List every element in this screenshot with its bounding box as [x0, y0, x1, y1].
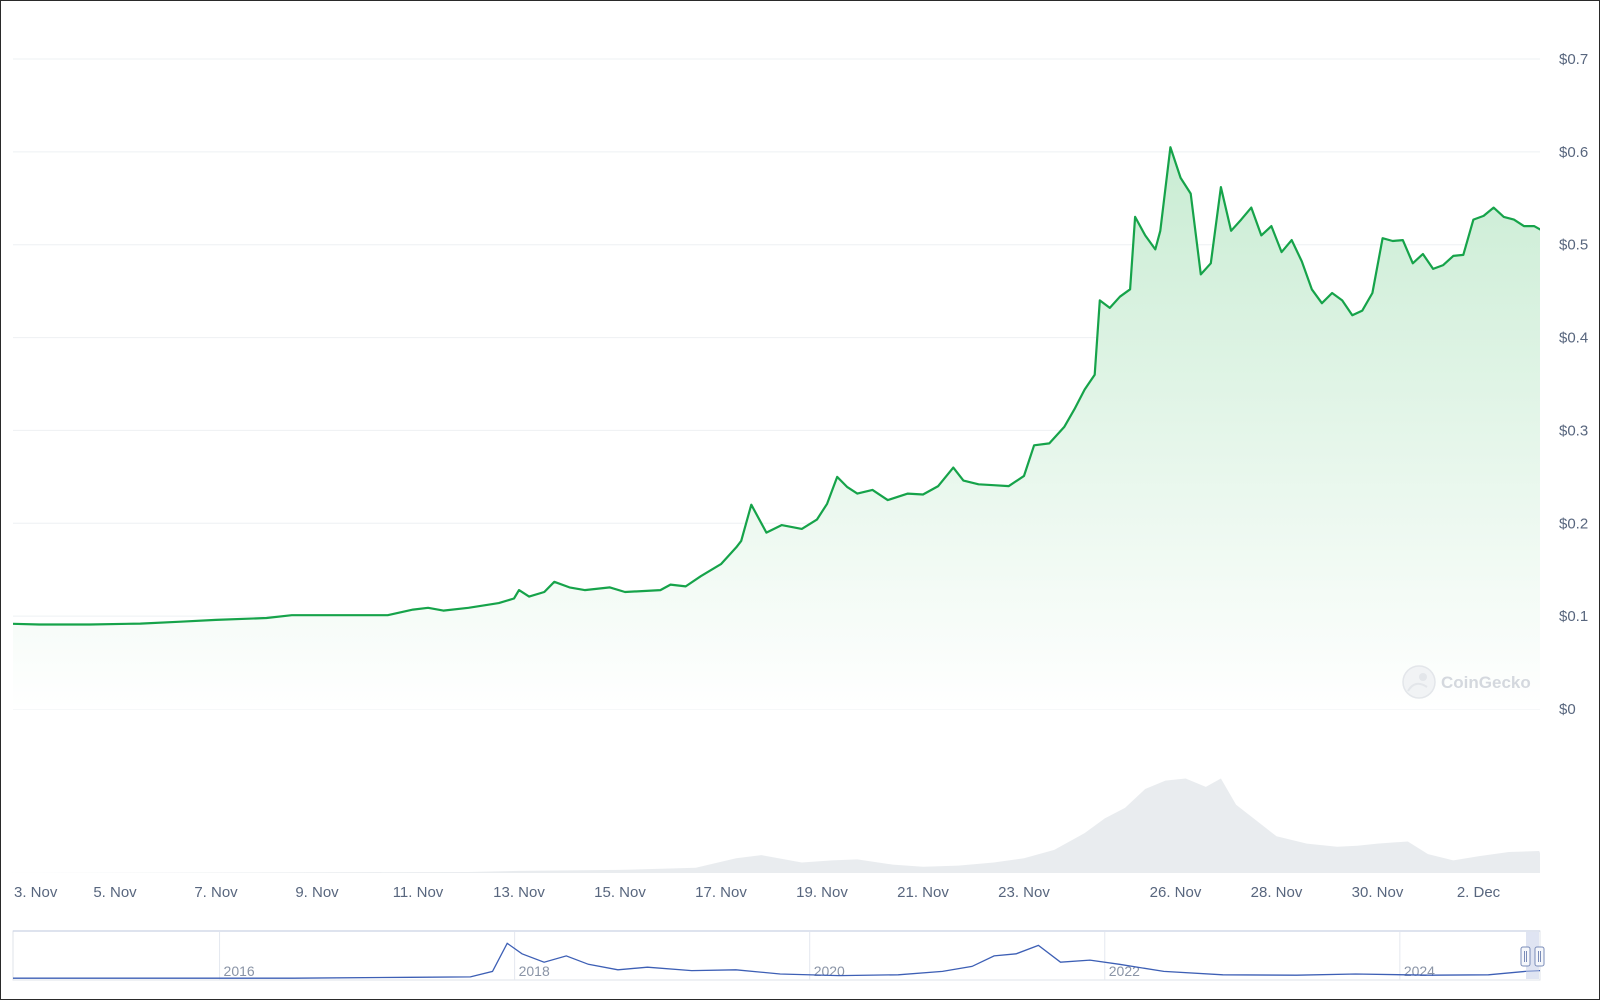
x-tick-label: 26. Nov [1150, 884, 1202, 901]
x-tick-label: 23. Nov [998, 884, 1050, 901]
navigator-year-label: 2020 [814, 963, 845, 979]
x-tick-label: 28. Nov [1251, 884, 1303, 901]
volume-area [3, 778, 1540, 873]
x-tick-label: 11. Nov [393, 884, 444, 901]
gecko-logo-icon [1402, 665, 1436, 699]
navigator-selected-range[interactable] [1526, 932, 1539, 979]
navigator-background [12, 930, 1541, 981]
grid-lines [13, 58, 1540, 710]
x-tick-label: 30. Nov [1352, 884, 1404, 901]
y-tick-label: $0 [1559, 701, 1576, 718]
navigator-right-handle[interactable] [1534, 946, 1545, 967]
navigator-left-handle[interactable] [1520, 946, 1531, 967]
volume-bars [3, 778, 1540, 873]
x-tick-label: 2. Dec [1457, 884, 1501, 901]
x-tick-label: 15. Nov [594, 884, 646, 901]
x-tick-label: 5. Nov [93, 884, 137, 901]
x-tick-label: 21. Nov [897, 884, 949, 901]
x-tick-label: 7. Nov [194, 884, 238, 901]
x-axis: 3. Nov 5. Nov 7. Nov 9. Nov 11. Nov 13. Nov 15… [14, 884, 1501, 901]
price-series[interactable] [4, 146, 1599, 709]
y-tick-label: $0.1 [1559, 608, 1588, 625]
x-tick-label: 9. Nov [295, 884, 339, 901]
x-tick-label: 13. Nov [493, 884, 545, 901]
y-tick-label: $0.7 [1559, 51, 1588, 68]
watermark-text: CoinGecko [1441, 673, 1531, 692]
y-tick-label: $0.3 [1559, 422, 1588, 439]
x-tick-label: 3. Nov [14, 884, 58, 901]
navigator-year-label: 2018 [519, 963, 550, 979]
x-tick-label: 19. Nov [796, 884, 848, 901]
navigator-year-label: 2016 [224, 963, 255, 979]
y-tick-label: $0.2 [1559, 515, 1588, 532]
y-tick-label: $0.5 [1559, 237, 1588, 254]
navigator[interactable]: 2016 2018 2020 2022 2024 [12, 930, 1545, 981]
price-line[interactable] [4, 146, 1599, 626]
navigator-line [13, 942, 1541, 979]
y-tick-label: $0.6 [1559, 144, 1588, 161]
x-tick-label: 17. Nov [695, 884, 747, 901]
navigator-year-label: 2024 [1404, 963, 1435, 979]
y-tick-label: $0.4 [1559, 330, 1588, 347]
price-area-fill [13, 147, 1540, 709]
coingecko-watermark: CoinGecko [1402, 665, 1531, 699]
navigator-series [13, 942, 1541, 979]
y-axis: $0 $0.1 $0.2 $0.3 $0.4 $0.5 $0.6 $0.7 [1559, 51, 1588, 718]
